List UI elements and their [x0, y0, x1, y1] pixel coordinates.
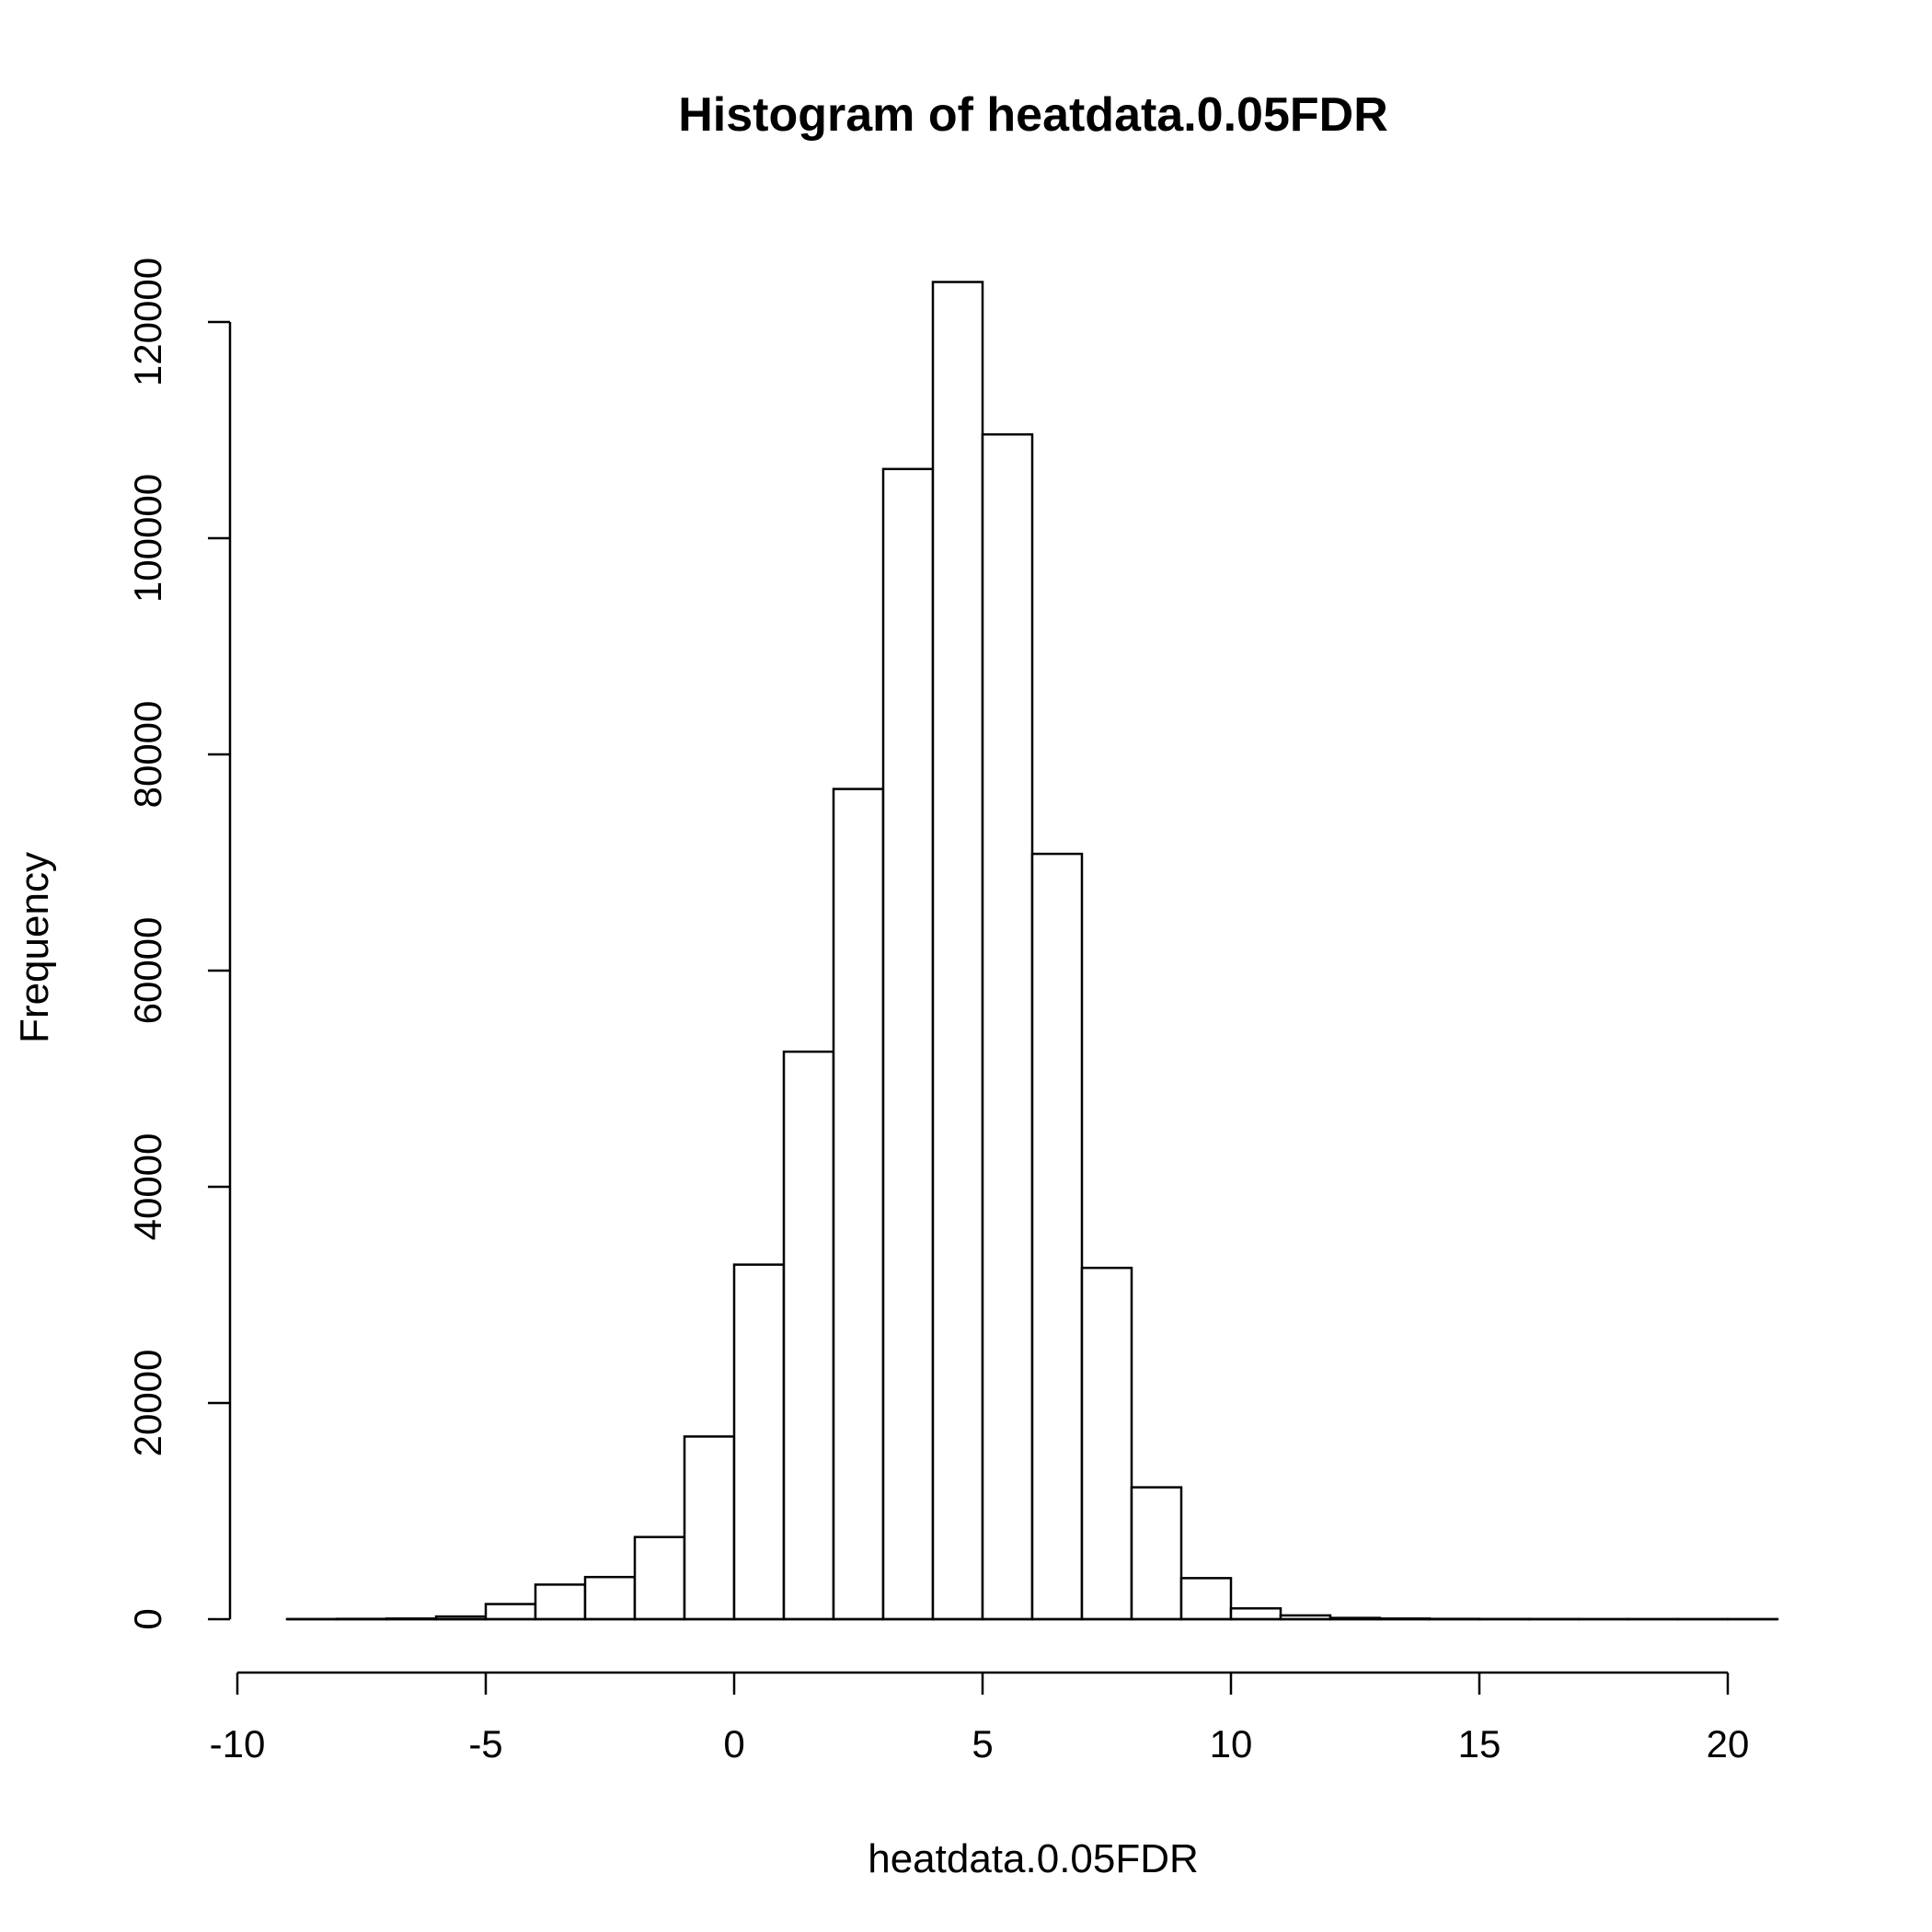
- y-tick-label: 40000: [126, 1133, 169, 1241]
- histogram-bar: [732, 1263, 786, 1621]
- histogram-bars: [285, 281, 1779, 1621]
- chart-title: Histogram of heatdata.0.05FDR: [678, 88, 1388, 142]
- histogram-bar: [881, 467, 935, 1621]
- histogram-bar: [534, 1583, 587, 1621]
- x-tick-label: 0: [723, 1722, 744, 1765]
- histogram-bar: [1130, 1486, 1183, 1621]
- x-tick-label: 20: [1707, 1722, 1750, 1765]
- y-tick-label: 60000: [126, 917, 169, 1025]
- x-tick-label: -10: [210, 1722, 266, 1765]
- histogram-bar: [782, 1050, 835, 1621]
- histogram-bar: [484, 1603, 537, 1621]
- y-tick-label: 100000: [126, 474, 169, 603]
- y-axis-label: Frequency: [12, 852, 57, 1043]
- histogram-bar: [633, 1535, 686, 1621]
- histogram-bar: [1080, 1266, 1133, 1621]
- y-axis: 0 20000 40000 60000 80000 100000 120000: [126, 258, 232, 1630]
- histogram-bar: [583, 1575, 637, 1621]
- y-tick-label: 80000: [126, 701, 169, 809]
- histogram-bar: [832, 788, 885, 1621]
- x-tick-label: 5: [972, 1722, 993, 1765]
- histogram-bar: [1030, 852, 1084, 1621]
- y-tick-label: 20000: [126, 1350, 169, 1457]
- x-tick-label: 10: [1210, 1722, 1253, 1765]
- x-tick-label: 15: [1458, 1722, 1501, 1765]
- x-axis: -10 -5 0 5 10 15 20: [210, 1671, 1750, 1765]
- histogram-bar: [931, 281, 984, 1621]
- x-tick-label: -5: [468, 1722, 502, 1765]
- x-axis-label: heatdata.0.05FDR: [868, 1836, 1199, 1881]
- histogram-bar: [683, 1435, 736, 1621]
- histogram-bar: [1229, 1607, 1282, 1621]
- y-tick-label: 0: [126, 1608, 169, 1629]
- y-tick-label: 120000: [126, 258, 169, 386]
- histogram-bar: [1179, 1577, 1233, 1621]
- histogram-bar: [981, 432, 1034, 1621]
